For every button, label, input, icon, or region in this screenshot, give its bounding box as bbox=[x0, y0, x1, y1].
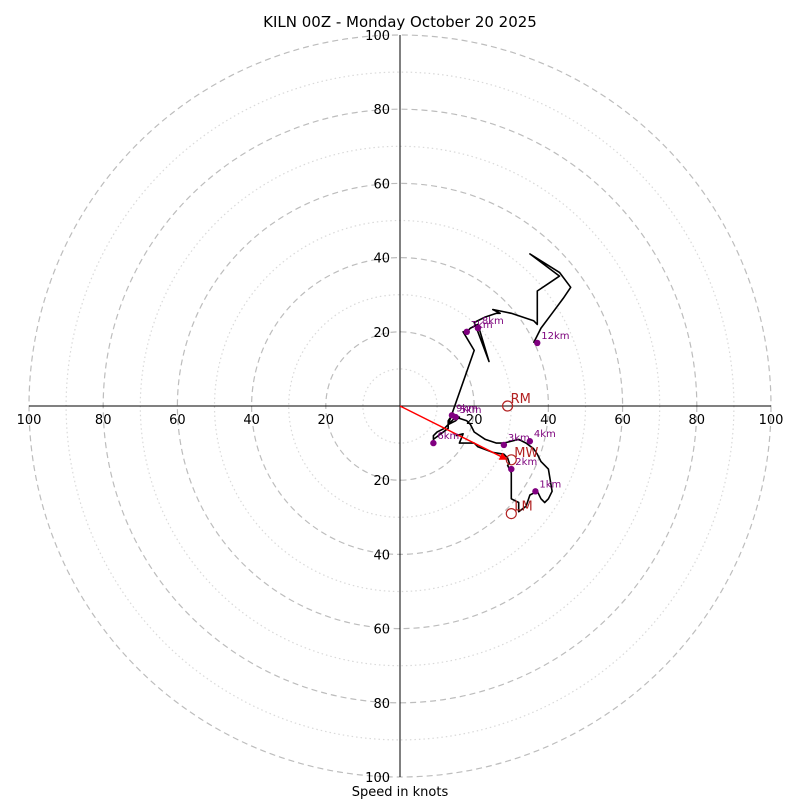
height-marker-label: 5km bbox=[460, 405, 482, 416]
storm-motions: RM MW LM bbox=[501, 392, 539, 520]
y-tick-label: 80 bbox=[373, 103, 390, 118]
y-tick-label: 40 bbox=[373, 252, 390, 267]
tick-labels: 100 80 60 40 20 20 40 60 80 100100806040202040608… bbox=[17, 29, 784, 786]
x-tick-label: 100 bbox=[759, 413, 784, 428]
height-marker-dot bbox=[448, 412, 456, 419]
x-tick-label: 60 bbox=[169, 413, 186, 428]
height-marker-label: 6km bbox=[437, 431, 459, 442]
height-marker-dot bbox=[474, 324, 482, 332]
height-marker-dot bbox=[534, 339, 541, 347]
mean-wind-vector bbox=[399, 405, 508, 461]
hodograph-trace-group bbox=[432, 253, 572, 513]
height-marker-dot bbox=[532, 488, 539, 495]
x-tick-label: 80 bbox=[689, 413, 706, 428]
height-marker-label: 12km bbox=[541, 331, 569, 342]
x-tick-label: 40 bbox=[243, 413, 260, 428]
storm-motion-marker bbox=[501, 400, 514, 412]
height-marker-dot bbox=[500, 441, 508, 449]
y-tick-label: 20 bbox=[373, 474, 390, 489]
height-marker-label: 9km bbox=[456, 403, 478, 414]
storm-motion-marker bbox=[505, 507, 517, 520]
mean-wind-arrowhead bbox=[498, 452, 508, 460]
height-marker-label: 7km bbox=[471, 320, 493, 331]
y-tick-label: 60 bbox=[373, 623, 390, 638]
mean-wind-vector-group bbox=[399, 405, 508, 461]
storm-motion-label: MW bbox=[514, 446, 538, 461]
height-marker-label: 8km bbox=[482, 316, 504, 327]
y-tick-label: 40 bbox=[373, 548, 390, 563]
x-tick-label: 100 bbox=[17, 413, 42, 428]
height-marker-label: 4km bbox=[534, 429, 556, 440]
y-tick-label: 80 bbox=[373, 697, 390, 712]
storm-motion-label: RM bbox=[511, 392, 531, 407]
storm-motion-label: LM bbox=[514, 500, 532, 515]
y-tick-label: 20 bbox=[373, 326, 390, 341]
height-marker-dot bbox=[430, 439, 437, 447]
height-marker-label: 2km bbox=[515, 457, 537, 468]
y-tick-label: 100 bbox=[365, 771, 390, 786]
y-tick-label: 100 bbox=[365, 29, 390, 44]
storm-motion-marker bbox=[505, 454, 517, 466]
height-marker-dot bbox=[463, 328, 470, 335]
hodograph-trace bbox=[432, 253, 572, 513]
height-marker-dot bbox=[526, 438, 534, 445]
x-tick-label: 20 bbox=[318, 413, 335, 428]
x-axis-label: Speed in knots bbox=[352, 785, 449, 800]
x-tick-label: 60 bbox=[614, 413, 631, 428]
x-tick-label: 40 bbox=[540, 413, 557, 428]
height-marker-dot bbox=[508, 465, 515, 473]
x-tick-label: 80 bbox=[95, 413, 112, 428]
chart-title: KILN 00Z - Monday October 20 2025 bbox=[263, 13, 537, 31]
height-marker-label: 1km bbox=[539, 479, 561, 490]
height-marker-label: 3km bbox=[508, 433, 530, 444]
y-tick-label: 60 bbox=[373, 177, 390, 192]
